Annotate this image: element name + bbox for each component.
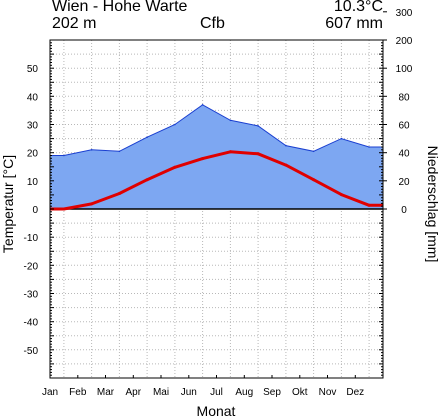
precipitation-point-jul [229, 119, 232, 122]
temp-tick-label: 40 [27, 92, 39, 103]
month-label-feb: Feb [69, 387, 87, 398]
precipitation-area [50, 104, 383, 209]
precip-tick-label: 20 [398, 177, 410, 188]
x-axis-label: Monat [197, 403, 236, 418]
temp-tick-label: 10 [27, 177, 39, 188]
temperature-point-dez [367, 203, 371, 207]
precipitation-point-sep [285, 144, 287, 147]
temperature-point-nov [339, 193, 343, 197]
temperature-point-jul [228, 150, 232, 154]
month-label-okt: Okt [292, 387, 308, 398]
precipitation-point-jan [63, 154, 65, 157]
temperature-line [50, 150, 383, 211]
temperature-point-okt [312, 178, 316, 182]
temperature-point-jan [62, 207, 66, 211]
temperature-series [50, 150, 383, 211]
precip-tick-label: 200 [396, 36, 413, 47]
precipitation-point-aug [257, 125, 259, 127]
temp-tick-label: -50 [24, 346, 39, 357]
precipitation-point-mar [118, 150, 121, 153]
temperature-point-mai [173, 165, 177, 169]
month-label-nov: Nov [319, 387, 337, 398]
precipitation-point-jun [201, 104, 204, 106]
temperature-point-aug [256, 152, 260, 156]
temp-tick-label: -20 [24, 261, 39, 272]
month-label-apr: Apr [126, 387, 142, 398]
precipitation-point-mai [174, 123, 176, 126]
temp-tick-label: 0 [32, 205, 38, 216]
precipitation-point-okt [312, 150, 315, 153]
precip-tick-label: 100 [396, 64, 413, 75]
temperature-point-feb [90, 202, 94, 206]
temp-tick-label: -40 [24, 318, 39, 329]
month-axis: Jan Feb Mar Apr Mai Jun Jul Aug Sep Okt Nov Dez [42, 375, 364, 398]
precip-tick-label: 0 [401, 205, 407, 216]
station-elevation: 202 m [52, 15, 97, 32]
month-label-mar: Mar [97, 387, 115, 398]
temp-tick-label: -30 [24, 290, 39, 301]
precip-tick-label: 60 [398, 121, 410, 132]
month-label-jan: Jan [42, 387, 58, 398]
temp-tick-label: -10 [24, 233, 39, 244]
station-name: Wien - Hohe Warte [52, 0, 188, 15]
temperature-point-sep [284, 163, 288, 167]
month-label-jun: Jun [181, 387, 197, 398]
month-label-sep: Sep [263, 387, 281, 398]
month-label-aug: Aug [235, 387, 253, 398]
precipitation-point-feb [90, 149, 93, 151]
precipitation-line [50, 104, 383, 156]
temp-tick-label: 20 [27, 149, 39, 160]
month-label-jul: Jul [210, 387, 223, 398]
precip-tick-label: 80 [398, 92, 410, 103]
left-axis-label: Temperatur [°C] [0, 155, 16, 253]
annual-mean-temperature: 10.3°C [333, 0, 383, 15]
annual-precipitation: 607 mm [325, 15, 383, 32]
right-axis-label: Niederschlag [mm] [425, 146, 439, 263]
precipitation-axis: 020406080100200300400500600700800900 [383, 8, 413, 216]
temperature-point-apr [145, 178, 149, 182]
temperature-axis: -50 -40 -30 -20 -10 0 10 20 30 40 50 [24, 42, 383, 376]
temp-tick-label: 50 [27, 64, 39, 75]
climate-classification: Cfb [200, 15, 225, 32]
precipitation-point-nov [340, 137, 343, 140]
precipitation-point-apr [146, 136, 148, 138]
temperature-point-jun [201, 157, 205, 161]
temperature-point-mar [117, 192, 121, 195]
temp-tick-label: 30 [27, 121, 39, 132]
precipitation-series [50, 104, 383, 209]
precip-tick-label: 300 [396, 8, 413, 19]
month-label-mai: Mai [153, 387, 169, 398]
precipitation-point-dez [368, 146, 370, 148]
month-label-dez: Dez [346, 387, 364, 398]
precip-tick-label: 40 [398, 149, 410, 160]
